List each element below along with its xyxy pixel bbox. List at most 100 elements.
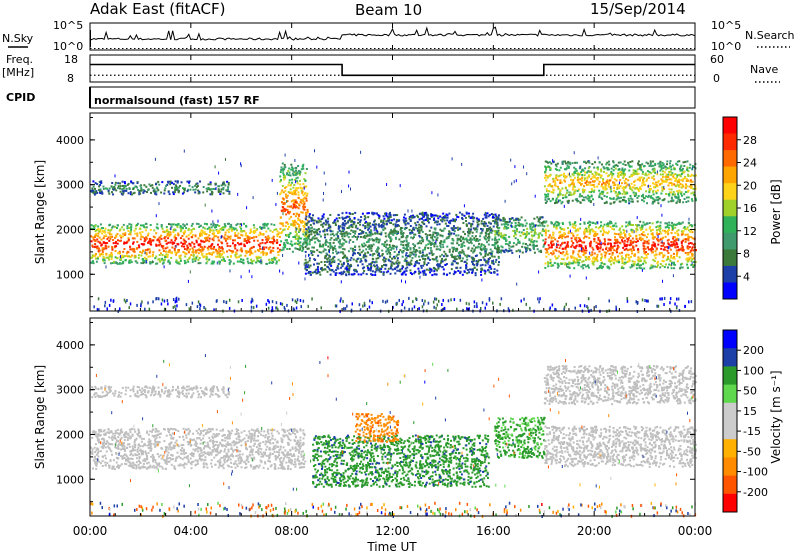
- range-cell: [640, 256, 643, 259]
- range-cell: [456, 239, 459, 242]
- range-cell: [433, 221, 436, 224]
- range-cell: [534, 232, 537, 235]
- range-cell: [578, 245, 581, 248]
- range-cell: [468, 271, 470, 274]
- range-cell: [265, 262, 268, 265]
- range-cell: [341, 216, 344, 219]
- range-cell: [142, 243, 145, 246]
- range-cell: [526, 247, 529, 249]
- range-cell: [306, 208, 309, 211]
- range-cell: [352, 249, 355, 252]
- range-cell: [347, 221, 349, 224]
- range-cell: [332, 256, 335, 259]
- range-cell: [240, 261, 243, 263]
- range-cell: [337, 263, 340, 265]
- range-cell: [205, 257, 208, 260]
- range-cell: [261, 233, 263, 235]
- range-cell: [217, 243, 219, 246]
- range-cell: [579, 256, 582, 259]
- range-cell: [341, 232, 344, 235]
- range-cell: [150, 239, 153, 242]
- range-cell: [500, 245, 503, 248]
- range-cell: [474, 239, 476, 241]
- range-cell: [302, 246, 305, 249]
- range-cell: [326, 233, 329, 236]
- range-cell: [559, 236, 561, 239]
- range-cell: [500, 234, 503, 237]
- range-cell: [300, 228, 303, 231]
- range-cell: [472, 268, 474, 271]
- range-cell: [161, 254, 164, 257]
- range-cell: [99, 188, 102, 191]
- range-cell: [334, 224, 337, 226]
- range-cell: [435, 220, 438, 223]
- range-cell: [310, 233, 313, 236]
- range-cell: [431, 254, 434, 256]
- range-cell: [577, 261, 579, 264]
- range-cell: [384, 260, 387, 263]
- range-cell: [130, 226, 133, 229]
- range-cell: [150, 261, 153, 264]
- range-cell: [574, 221, 577, 224]
- range-cell: [280, 191, 283, 194]
- range-cell: [661, 229, 664, 232]
- range-cell: [183, 189, 186, 192]
- range-cell: [318, 233, 321, 236]
- range-cell: [171, 186, 173, 189]
- range-cell: [353, 272, 356, 275]
- range-cell: [664, 222, 667, 225]
- range-cell: [557, 265, 560, 268]
- range-cell: [592, 248, 595, 251]
- range-cell: [142, 249, 145, 252]
- range-cell: [572, 250, 575, 253]
- range-cell: [669, 244, 672, 247]
- range-cell: [142, 224, 145, 227]
- range-cell: [628, 220, 631, 223]
- range-cell: [517, 238, 519, 241]
- range-cell: [288, 217, 291, 220]
- range-cell: [158, 257, 161, 260]
- range-cell: [104, 242, 107, 245]
- range-cell: [190, 229, 193, 232]
- range-cell: [218, 262, 221, 265]
- range-cell: [660, 232, 663, 235]
- range-cell: [613, 249, 616, 252]
- range-cell: [359, 228, 362, 231]
- range-cell: [399, 270, 402, 273]
- range-cell: [466, 272, 469, 275]
- range-cell: [343, 217, 346, 220]
- range-cell: [119, 234, 122, 237]
- range-cell: [324, 244, 327, 246]
- range-cell: [230, 250, 233, 252]
- range-cell: [489, 226, 492, 229]
- range-cell: [122, 192, 125, 195]
- range-cell: [490, 252, 493, 255]
- range-cell: [197, 189, 200, 192]
- range-cell: [554, 255, 557, 258]
- range-cell: [470, 242, 473, 245]
- range-cell: [195, 241, 198, 244]
- range-cell: [454, 220, 456, 223]
- range-cell: [679, 199, 681, 202]
- range-cell: [101, 247, 104, 250]
- range-cell: [500, 223, 503, 226]
- range-cell: [632, 264, 635, 267]
- range-cell: [95, 260, 98, 263]
- range-cell: [138, 231, 141, 234]
- range-cell: [651, 234, 654, 237]
- range-cell: [556, 266, 559, 269]
- range-cell: [582, 260, 585, 263]
- range-cell: [489, 266, 492, 269]
- range-cell: [343, 248, 346, 251]
- range-cell: [465, 220, 468, 222]
- range-cell: [142, 259, 145, 262]
- range-cell: [456, 247, 458, 250]
- range-cell: [454, 227, 457, 230]
- range-cell: [490, 231, 493, 234]
- range-cell: [148, 183, 151, 186]
- range-cell: [456, 215, 459, 218]
- range-cell: [293, 190, 295, 192]
- range-cell: [673, 263, 676, 266]
- range-cell: [433, 217, 435, 220]
- range-cell: [598, 266, 601, 269]
